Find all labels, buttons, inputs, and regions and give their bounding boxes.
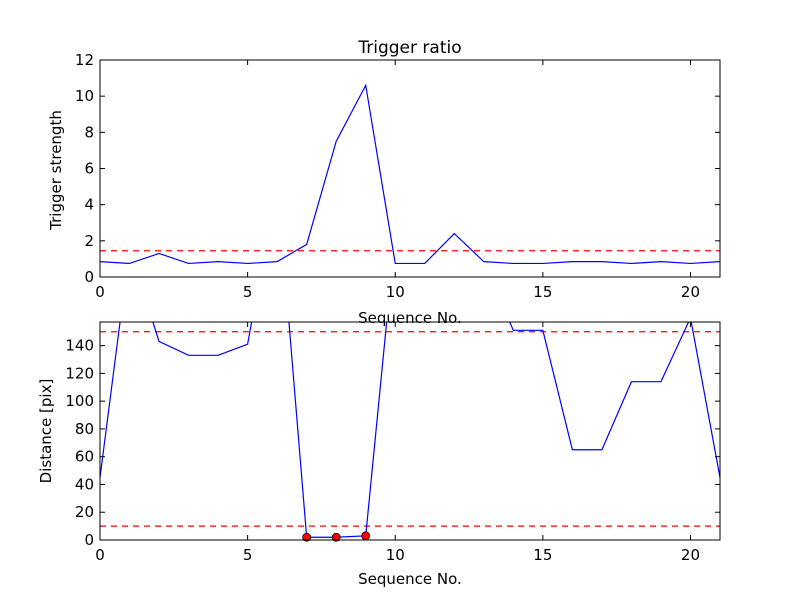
x-tick-label: 15 xyxy=(533,546,552,564)
y-axis-label: Distance [pix] xyxy=(37,379,55,484)
x-tick-label: 5 xyxy=(243,283,253,301)
y-tick-label: 10 xyxy=(75,87,94,105)
y-tick-label: 6 xyxy=(84,160,94,178)
x-axis-label: Sequence No. xyxy=(358,570,462,588)
series-line xyxy=(100,83,720,265)
y-tick-label: 0 xyxy=(84,531,94,549)
y-tick-label: 8 xyxy=(84,123,94,141)
y-axis-label: Trigger strength xyxy=(47,110,65,231)
detection-marker xyxy=(331,532,341,542)
y-tick-label: 4 xyxy=(84,196,94,214)
y-ticks: 0 20 40 60 80 100 120 140 xyxy=(65,337,720,549)
y-tick-label: 100 xyxy=(65,392,94,410)
x-ticks: 0 5 10 15 20 xyxy=(95,322,700,564)
y-tick-label: 80 xyxy=(75,420,94,438)
series-line xyxy=(100,322,720,538)
detection-marker xyxy=(302,532,312,542)
data-series xyxy=(100,322,720,538)
y-tick-label: 120 xyxy=(65,364,94,382)
data-series xyxy=(100,83,720,265)
distance-panel: Distance [pix] Sequence No. 020406080100… xyxy=(37,321,721,588)
x-axis-label: Sequence No. xyxy=(358,309,462,327)
detection-markers xyxy=(302,531,371,542)
y-tick-label: 140 xyxy=(65,337,94,355)
y-tick-label: 12 xyxy=(75,51,94,69)
y-tick-label: 2 xyxy=(84,232,94,250)
y-tick-label: 20 xyxy=(75,503,94,521)
x-ticks: 0 5 10 15 20 xyxy=(95,60,700,301)
trigger-ratio-panel: Trigger ratio Trigger strength Sequence … xyxy=(47,38,721,327)
x-tick-label: 15 xyxy=(533,283,552,301)
x-tick-label: 10 xyxy=(386,546,405,564)
y-ticks: 0 2 4 6 8 10 12 xyxy=(75,51,720,286)
x-tick-label: 5 xyxy=(243,546,253,564)
y-tick-label: 40 xyxy=(75,475,94,493)
plot-frame xyxy=(99,59,721,278)
plot-frame xyxy=(99,321,721,541)
threshold-lines xyxy=(100,331,720,527)
y-tick-label: 60 xyxy=(75,448,94,466)
y-tick-label: 0 xyxy=(84,268,94,286)
detection-marker xyxy=(361,531,371,541)
x-tick-label: 20 xyxy=(681,283,700,301)
x-tick-label: 0 xyxy=(95,546,105,564)
x-tick-label: 20 xyxy=(681,546,700,564)
x-tick-label: 0 xyxy=(95,283,105,301)
chart-title: Trigger ratio xyxy=(357,38,461,58)
x-tick-label: 10 xyxy=(386,283,405,301)
